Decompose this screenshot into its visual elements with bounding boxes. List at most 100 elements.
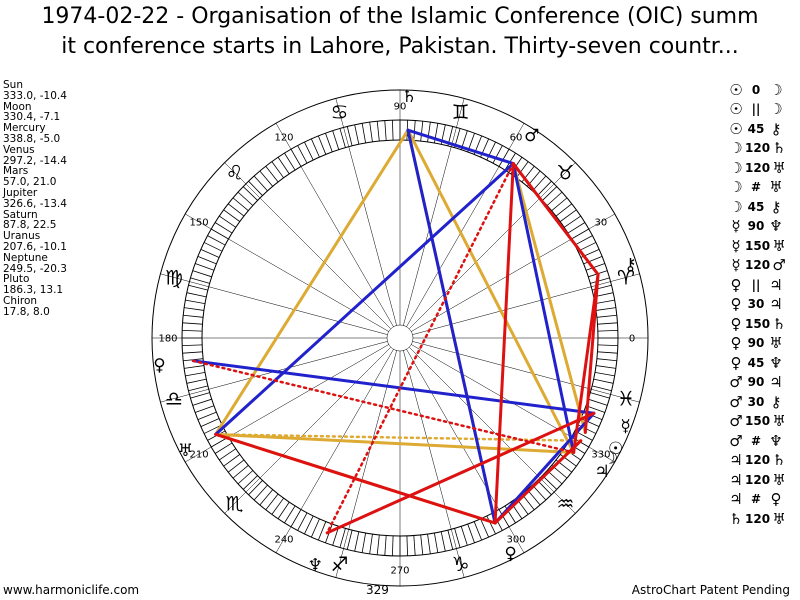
degree-tick <box>391 120 394 141</box>
aspect-row: ♂ 150 ♅ <box>727 412 797 432</box>
planet-name: Mars <box>3 165 29 178</box>
degree-tick <box>232 464 249 479</box>
degree-tick <box>413 535 416 556</box>
degree-tick <box>317 135 327 155</box>
degree-tick <box>190 277 210 284</box>
aspect-planet-b-glyph: ♆ <box>769 431 783 450</box>
degree-tick <box>310 518 320 538</box>
aspect-planet-a-glyph: ☽ <box>729 197 743 216</box>
degree-tick <box>223 454 241 467</box>
aspect-row: ☿ 120 ♂ <box>727 256 797 276</box>
degree-label: 270 <box>390 566 409 577</box>
degree-tick <box>473 521 483 541</box>
degree-tick <box>271 161 284 179</box>
degree-tick <box>361 123 367 144</box>
aspect-planet-a-glyph: ☿ <box>731 256 741 275</box>
degree-tick <box>185 299 206 305</box>
aspect-line <box>406 128 515 166</box>
planet-glyph-icon: ♀ <box>153 356 165 376</box>
aspect-row: ☉ 0 ☽ <box>727 80 797 100</box>
spoke-line <box>399 98 465 339</box>
degree-label: 90 <box>394 102 407 113</box>
aspect-planet-a-glyph: ♂ <box>729 373 743 392</box>
planet-coords: 207.6, -10.1 <box>3 240 67 253</box>
aspect-line <box>406 128 576 454</box>
degree-tick <box>310 138 320 158</box>
degree-tick <box>369 534 373 554</box>
degree-tick <box>184 307 204 311</box>
aspect-type: # <box>750 433 762 448</box>
aspect-planet-a-glyph: ♀ <box>730 353 742 372</box>
aspect-planet-b-glyph: ♅ <box>772 236 786 255</box>
aspect-type: 120 <box>745 472 771 487</box>
planet-positions-list: Sun 333.0, -10.4 Moon 330.4, -7.1 Mercur… <box>3 80 67 318</box>
degree-tick <box>433 532 439 553</box>
degree-label: 120 <box>274 133 293 144</box>
planet-glyph-icon: ♀ <box>504 544 516 564</box>
degree-tick <box>200 418 220 428</box>
degree-tick <box>277 501 290 519</box>
aspect-list: ☉ 0 ☽ ☉ || ☽ ☉ 45 ⚷ ☽ 120 ♄ ☽ 120 ♅ ☽ # ♅ ☽ 45 ⚷ ☿ 90 ♆ ☿ 150 ♅ ☿ 12… <box>727 80 797 529</box>
planet-name: Pluto <box>3 273 30 286</box>
zodiac-sign-icon: ♓ <box>617 387 635 411</box>
planet-glyph-icon: ♂ <box>524 126 539 146</box>
aspect-line <box>214 128 410 436</box>
zodiac-sign-icon: ♎ <box>165 387 183 411</box>
degree-tick <box>200 248 220 258</box>
spoke-line <box>224 162 401 339</box>
aspect-planet-a-glyph: ☽ <box>729 158 743 177</box>
degree-tick <box>460 526 468 546</box>
degree-tick <box>346 530 353 550</box>
degree-tick <box>542 186 558 201</box>
degree-tick <box>184 365 204 369</box>
aspect-planet-b-glyph: ♃ <box>769 295 783 314</box>
degree-tick <box>188 385 208 392</box>
degree-tick <box>192 398 212 406</box>
degree-tick <box>532 484 547 501</box>
aspect-row: ☽ 120 ♄ <box>727 139 797 159</box>
aspect-planet-a-glyph: ♃ <box>729 490 743 509</box>
degree-tick <box>537 480 552 496</box>
aspect-row: ☿ 150 ♅ <box>727 236 797 256</box>
planet-glyph-icon: ♆ <box>308 556 323 576</box>
degree-tick <box>420 121 424 142</box>
degree-tick <box>182 322 203 325</box>
aspect-planet-b-glyph: ♀ <box>770 490 782 509</box>
planet-glyph-icon: ☉ <box>608 439 623 459</box>
aspect-planet-b-glyph: ♄ <box>772 314 786 333</box>
degree-tick <box>588 398 608 406</box>
aspect-planet-b-glyph: ♃ <box>769 275 783 294</box>
aspect-line <box>191 359 596 415</box>
degree-tick <box>492 145 503 164</box>
degree-tick <box>532 175 547 192</box>
degree-label: 0 <box>629 334 635 345</box>
degree-tick <box>574 235 593 246</box>
spoke-line <box>399 162 576 339</box>
aspect-planet-a-glyph: ☉ <box>729 119 743 138</box>
wheel-labels: 0 30 60 90 120 150 180 210 240 270 300 330 ♈ ♉ ♊ ♋ ♌ ♍ ♎ ♏ ♐… <box>153 87 636 576</box>
aspect-type: 150 <box>745 238 771 253</box>
degree-tick <box>580 418 600 428</box>
degree-tick <box>346 126 353 146</box>
degree-tick <box>223 209 241 222</box>
planet-name: Sun <box>3 79 23 91</box>
degree-tick <box>559 209 577 222</box>
aspect-type: || <box>751 102 761 117</box>
degree-tick <box>253 484 268 501</box>
degree-tick <box>590 277 610 284</box>
aspect-row: ☽ 120 ♅ <box>727 158 797 178</box>
degree-tick <box>585 263 605 271</box>
zodiac-sign-icon: ♐ <box>330 552 348 576</box>
planet-coords: 338.8, -5.0 <box>3 132 61 145</box>
degree-tick <box>537 180 552 196</box>
aspect-row: ♀ 150 ♄ <box>727 314 797 334</box>
degree-tick <box>248 180 263 196</box>
degree-tick <box>542 475 558 490</box>
degree-tick <box>227 459 245 473</box>
degree-tick <box>391 535 394 556</box>
degree-tick <box>237 470 254 485</box>
aspect-type: 120 <box>745 141 771 156</box>
aspect-line <box>214 432 497 525</box>
aspect-planet-a-glyph: ♂ <box>729 392 743 411</box>
degree-tick <box>406 535 409 556</box>
